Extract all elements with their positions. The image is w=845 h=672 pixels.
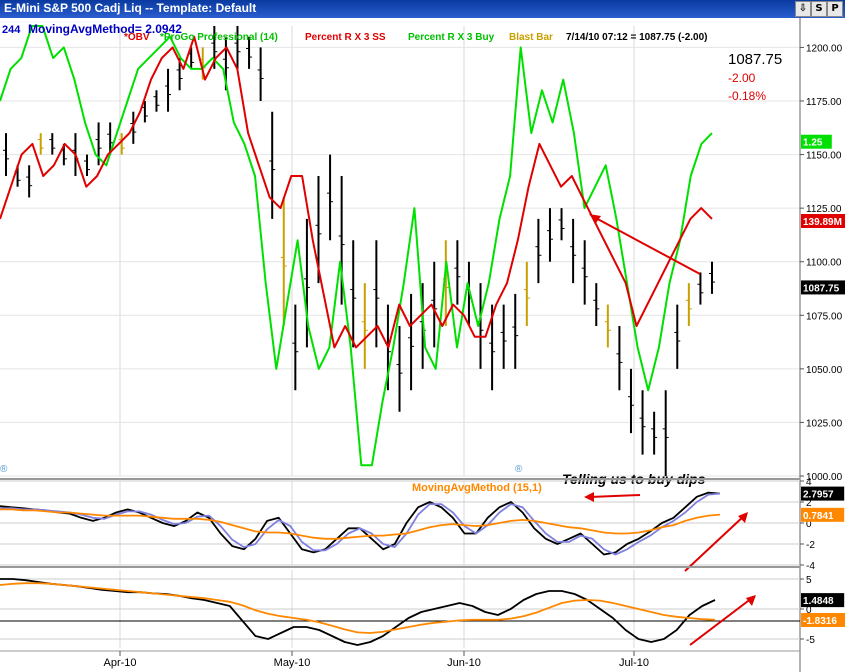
scroll-down-button[interactable]: ⇩	[795, 1, 811, 17]
value-tag-label: 1.4848	[803, 596, 834, 607]
value-tag	[801, 134, 832, 149]
y-tick-label: 1050.00	[806, 365, 843, 376]
oscillator-2-panel: 5 0 -5 1.4848 -1.8316	[0, 570, 845, 648]
annotation-arrow-price	[591, 215, 701, 275]
series-line-slow	[0, 492, 721, 556]
x-tick-label: Jun-10	[447, 657, 481, 669]
r-marker-icon: ®	[0, 464, 8, 475]
p-button[interactable]: P	[827, 1, 843, 17]
y-tick-label: -5	[806, 635, 815, 646]
y-tick-label: 2	[806, 498, 812, 509]
value-tag-label: -1.8316	[803, 616, 837, 627]
window-title: E-Mini S&P 500 Cadj Liq -- Template: Def…	[4, 1, 257, 15]
price-change: -2.00	[728, 71, 756, 85]
method-label: MovingAvgMethod= 2.0942	[28, 22, 182, 36]
chart-canvas[interactable]: 1000.00 1025.00 1050.00 1075.00 1100.00 1125.…	[0, 18, 845, 672]
annotation-arrow-text	[589, 494, 641, 498]
value-tag	[801, 593, 845, 608]
annotation-arrowhead-text	[584, 492, 594, 502]
y-tick-label: 1150.00	[806, 151, 842, 162]
series-line-fast	[0, 578, 716, 646]
annotation-arrow-osc1	[684, 514, 746, 572]
value-tag	[801, 486, 845, 501]
legend-blast-bar: Blast Bar	[509, 32, 553, 43]
legend-prx-ss: Percent R X 3 SS	[305, 32, 386, 43]
x-tick-label: Jul-10	[619, 657, 649, 669]
value-tag	[801, 507, 845, 522]
s-button[interactable]: S	[811, 1, 827, 17]
value-tag-label: 1087.75	[803, 283, 840, 294]
annotation-arrowhead-osc1	[738, 512, 748, 523]
y-tick-label: 0	[806, 519, 812, 530]
annotation-arrowhead-osc2	[746, 595, 756, 606]
symbol-code: 244	[2, 24, 21, 36]
legend-progo: *ProGo Professional (14)	[160, 32, 278, 43]
y-tick-label: 1075.00	[806, 311, 843, 322]
price-change-pct: -0.18%	[728, 89, 766, 103]
series-line-progo-professional-14-	[0, 25, 713, 467]
y-tick-label: 1175.00	[806, 97, 842, 108]
oscillator-1-label: MovingAvgMethod (15,1)	[412, 482, 542, 494]
value-tag	[801, 214, 845, 228]
y-tick-label: 0	[806, 605, 812, 616]
r-marker-icon: ®	[515, 464, 523, 475]
y-tick-label: 5	[806, 575, 812, 586]
value-tag-label: 2.7957	[803, 490, 834, 501]
y-tick-label: 1200.00	[806, 43, 843, 54]
legend-obv: *OBV	[124, 32, 150, 43]
y-tick-label: 1025.00	[806, 418, 843, 429]
y-tick-label: 1000.00	[806, 472, 843, 483]
title-bar: E-Mini S&P 500 Cadj Liq -- Template: Def…	[0, 0, 845, 18]
y-tick-label: 1125.00	[806, 204, 842, 215]
annotation-arrowhead-price	[589, 214, 601, 223]
price-panel: 1000.00 1025.00 1050.00 1075.00 1100.00 1125.…	[0, 18, 845, 672]
legend-prx-buy: Percent R X 3 Buy	[408, 32, 495, 43]
value-tag	[801, 612, 845, 627]
annotation-arrow-osc2	[689, 597, 753, 646]
value-tag-label: 0.7841	[803, 511, 834, 522]
series-line-movingavgmethod	[0, 582, 716, 634]
value-tag	[801, 280, 845, 295]
value-tag-label: 139.89M	[803, 217, 842, 228]
y-tick-label: 4	[806, 477, 812, 488]
quote-line: 7/14/10 07:12 = 1087.75 (-2.00)	[566, 32, 708, 43]
x-tick-label: May-10	[274, 657, 311, 669]
last-price: 1087.75	[728, 51, 782, 68]
x-tick-label: Apr-10	[103, 657, 136, 669]
series-line-movingavgmethod-15-1-	[0, 508, 721, 540]
y-tick-label: -2	[806, 540, 815, 551]
y-tick-label: -4	[806, 561, 815, 572]
y-tick-label: 1100.00	[806, 258, 842, 269]
oscillator-1-panel: 4 2 0 -2 -4 2.7957 0.7841 MovingAvgMethod (15…	[0, 477, 845, 572]
value-tag-label: 1.25	[803, 138, 823, 149]
